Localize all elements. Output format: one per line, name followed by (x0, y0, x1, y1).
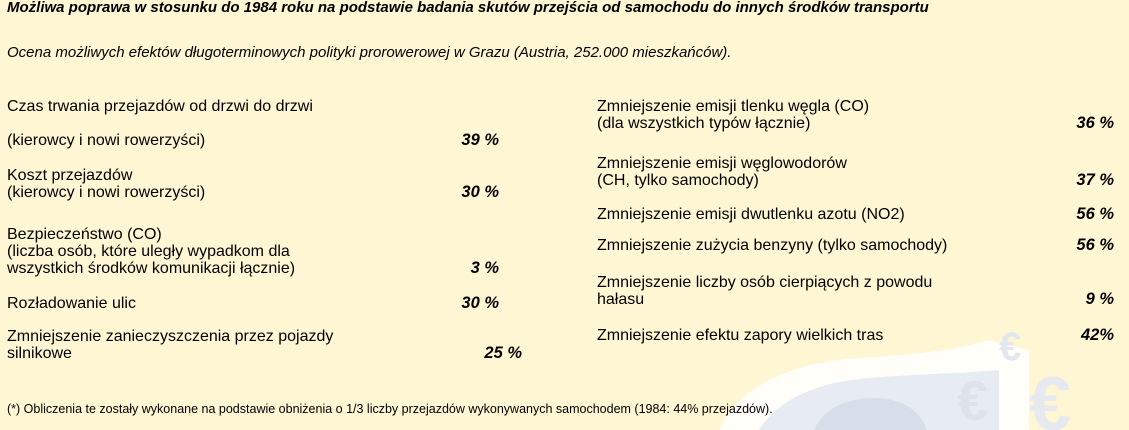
item-value: 42% (1080, 326, 1114, 344)
list-item-street-decongestion: Rozładowanie ulic 30 % (7, 294, 499, 313)
item-label: Czas trwania przejazdów od drzwi do drzw… (7, 98, 313, 115)
item-label: Koszt przejazdów (kierowcy i nowi rowerz… (7, 167, 206, 201)
item-value: 36 % (1076, 114, 1114, 132)
list-item-vehicle-pollution: Zmniejszenie zanieczyszczenia przez poja… (7, 328, 522, 362)
item-label: (kierowcy i nowi rowerzyści) (7, 132, 206, 149)
list-item-door-to-door-time: Czas trwania przejazdów od drzwi do drzw… (7, 98, 407, 115)
item-label: Zmniejszenie zanieczyszczenia przez poja… (7, 328, 334, 362)
item-value: 56 % (1076, 205, 1114, 223)
item-label: Zmniejszenie emisji węglowodorów (CH, ty… (597, 155, 847, 189)
euro-watermark-3: € (1029, 362, 1071, 430)
item-label: Zmniejszenie liczby osób cierpiących z p… (597, 274, 933, 308)
item-value: 30 % (461, 294, 499, 312)
list-item-travel-cost: Koszt przejazdów (kierowcy i nowi rowerz… (7, 167, 499, 201)
list-item-trip-duration: (kierowcy i nowi rowerzyści) 39 % (7, 131, 499, 150)
item-value: 30 % (461, 183, 499, 201)
item-label: Zmniejszenie emisji tlenku węgla (CO) (d… (597, 98, 870, 132)
item-value: 56 % (1076, 236, 1114, 254)
page-subtitle: Ocena możliwych efektów długoterminowych… (7, 44, 732, 61)
euro-watermark-1: € (999, 325, 1021, 369)
footnote: (*) Obliczenia te zostały wykonane na po… (7, 402, 773, 416)
list-item-fuel-consumption: Zmniejszenie zużycia benzyny (tylko samo… (597, 236, 1114, 255)
item-label: Zmniejszenie zużycia benzyny (tylko samo… (597, 237, 948, 254)
list-item-safety: Bezpieczeństwo (CO) (liczba osób, które … (7, 226, 499, 277)
background-watermark: € € € (699, 290, 1129, 430)
list-item-noise: Zmniejszenie liczby osób cierpiących z p… (597, 274, 1114, 308)
item-label: Bezpieczeństwo (CO) (liczba osób, które … (7, 226, 296, 277)
item-label: Zmniejszenie efektu zapory wielkich tras (597, 327, 884, 344)
list-item-no2-emission: Zmniejszenie emisji dwutlenku azotu (NO2… (597, 205, 1114, 224)
item-value: 37 % (1076, 171, 1114, 189)
list-item-co-emission: Zmniejszenie emisji tlenku węgla (CO) (d… (597, 98, 1114, 132)
item-label: Rozładowanie ulic (7, 295, 136, 312)
item-value: 25 % (484, 344, 522, 362)
item-value: 39 % (461, 131, 499, 149)
list-item-barrier-effect: Zmniejszenie efektu zapory wielkich tras… (597, 326, 1114, 345)
item-label: Zmniejszenie emisji dwutlenku azotu (NO2… (597, 206, 905, 223)
euro-watermark-2: € (957, 369, 988, 430)
item-value: 9 % (1085, 290, 1114, 308)
page-title: Możliwa poprawa w stosunku do 1984 roku … (7, 0, 929, 16)
item-value: 3 % (470, 259, 499, 277)
car-watermark-icon: € € € (719, 325, 1071, 430)
list-item-hydrocarbon-emission: Zmniejszenie emisji węglowodorów (CH, ty… (597, 155, 1114, 189)
